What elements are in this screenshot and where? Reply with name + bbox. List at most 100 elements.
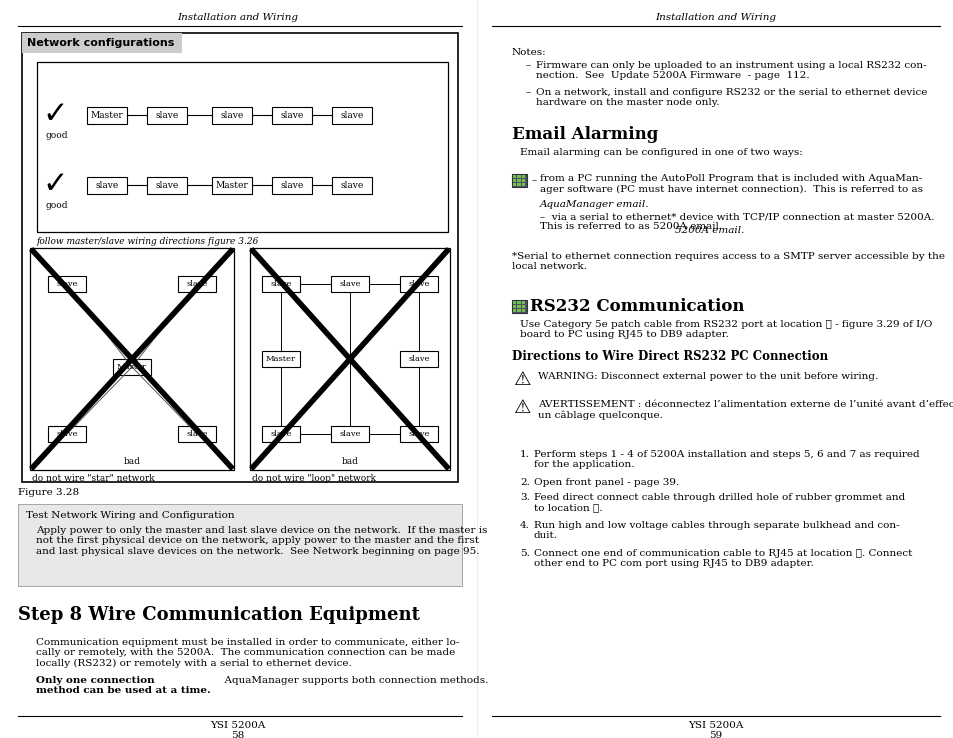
- Bar: [517, 175, 520, 178]
- Text: slave: slave: [186, 430, 208, 438]
- Text: AquaManager supports both connection methods.: AquaManager supports both connection met…: [218, 676, 488, 685]
- Text: slave: slave: [270, 280, 292, 288]
- Bar: [521, 308, 525, 311]
- Text: good: good: [46, 201, 69, 210]
- Text: AVERTISSEMENT : déconnectez l’alimentation externe de l’unité avant d’effectuer
: AVERTISSEMENT : déconnectez l’alimentati…: [537, 400, 953, 420]
- Text: *Serial to ethernet connection requires access to a SMTP server accessible by th: *Serial to ethernet connection requires …: [512, 252, 944, 272]
- Bar: [178, 426, 215, 442]
- Text: Email Alarming: Email Alarming: [512, 126, 658, 143]
- Bar: [18, 504, 461, 586]
- Bar: [178, 276, 215, 292]
- Bar: [250, 248, 450, 470]
- Text: Network configurations: Network configurations: [27, 38, 174, 48]
- Text: slave: slave: [339, 430, 360, 438]
- Text: Master: Master: [91, 111, 123, 120]
- Bar: [332, 176, 372, 193]
- Bar: [513, 175, 516, 178]
- Text: Email alarming can be configured in one of two ways:: Email alarming can be configured in one …: [519, 148, 801, 157]
- Text: 1.: 1.: [519, 450, 529, 459]
- Bar: [521, 305, 525, 308]
- Text: good: good: [46, 131, 69, 140]
- Text: Only one connection
method can be used at a time.: Only one connection method can be used a…: [36, 676, 211, 695]
- Bar: [87, 176, 127, 193]
- Bar: [517, 182, 520, 185]
- Text: slave: slave: [220, 111, 243, 120]
- Text: do not wire "loop" network: do not wire "loop" network: [252, 474, 375, 483]
- Bar: [513, 305, 516, 308]
- Text: Master: Master: [215, 181, 248, 190]
- Bar: [147, 176, 187, 193]
- Bar: [48, 426, 86, 442]
- Text: Directions to Wire Direct RS232 PC Connection: Directions to Wire Direct RS232 PC Conne…: [512, 350, 827, 363]
- Text: –: –: [532, 176, 537, 185]
- Text: slave: slave: [408, 280, 429, 288]
- Text: follow master/slave wiring directions figure 3.26: follow master/slave wiring directions fi…: [37, 237, 259, 246]
- Text: Step 8 Wire Communication Equipment: Step 8 Wire Communication Equipment: [18, 606, 419, 624]
- Text: slave: slave: [56, 430, 77, 438]
- Bar: [399, 426, 437, 442]
- Text: Apply power to only the master and last slave device on the network.  If the mas: Apply power to only the master and last …: [36, 526, 487, 556]
- Text: slave: slave: [280, 111, 303, 120]
- Bar: [517, 179, 520, 182]
- Bar: [22, 33, 457, 482]
- Text: ⚠: ⚠: [514, 370, 531, 389]
- Text: Connect one end of communication cable to RJ45 at location ①. Connect
other end : Connect one end of communication cable t…: [534, 549, 911, 568]
- Text: 59: 59: [709, 731, 721, 738]
- Text: Perform steps 1 - 4 of 5200A installation and steps 5, 6 and 7 as required
for t: Perform steps 1 - 4 of 5200A installatio…: [534, 450, 919, 469]
- Bar: [517, 308, 520, 311]
- Bar: [262, 426, 299, 442]
- Bar: [22, 33, 182, 53]
- Text: –  via a serial to ethernet* device with TCP/IP connection at master 5200A.
This: – via a serial to ethernet* device with …: [539, 212, 934, 232]
- Bar: [521, 182, 525, 185]
- Text: 5.: 5.: [519, 549, 529, 558]
- Text: 3.: 3.: [519, 493, 529, 502]
- Text: Communication equipment must be installed in order to communicate, either lo-
ca: Communication equipment must be installe…: [36, 638, 459, 668]
- Bar: [212, 176, 252, 193]
- Text: 58: 58: [232, 731, 244, 738]
- Text: YSI 5200A: YSI 5200A: [688, 722, 743, 731]
- Bar: [513, 301, 516, 304]
- Text: WARNING: Disconnect external power to the unit before wiring.: WARNING: Disconnect external power to th…: [537, 372, 878, 381]
- Bar: [513, 179, 516, 182]
- Text: slave: slave: [340, 181, 363, 190]
- Text: slave: slave: [408, 430, 429, 438]
- Bar: [517, 301, 520, 304]
- Bar: [513, 182, 516, 185]
- Text: 5200A email.: 5200A email.: [675, 226, 743, 235]
- Text: Installation and Wiring: Installation and Wiring: [655, 13, 776, 22]
- Text: slave: slave: [280, 181, 303, 190]
- Text: slave: slave: [408, 355, 429, 363]
- Text: 4.: 4.: [519, 521, 529, 530]
- Bar: [517, 305, 520, 308]
- Bar: [212, 106, 252, 123]
- Bar: [272, 106, 312, 123]
- Bar: [48, 276, 86, 292]
- Text: ✓: ✓: [42, 100, 68, 129]
- Bar: [147, 106, 187, 123]
- Text: Master: Master: [266, 355, 295, 363]
- Text: slave: slave: [155, 111, 178, 120]
- Bar: [512, 300, 526, 313]
- Bar: [512, 174, 526, 187]
- Text: –: –: [525, 88, 531, 97]
- Text: slave: slave: [95, 181, 118, 190]
- Text: Notes:: Notes:: [512, 48, 546, 57]
- Text: Figure 3.28: Figure 3.28: [18, 488, 79, 497]
- Bar: [262, 276, 299, 292]
- Bar: [521, 179, 525, 182]
- Bar: [112, 359, 151, 375]
- Text: ✓: ✓: [42, 170, 68, 199]
- Text: AquaManager email.: AquaManager email.: [539, 200, 649, 209]
- Text: slave: slave: [270, 430, 292, 438]
- Bar: [521, 301, 525, 304]
- Text: YSI 5200A: YSI 5200A: [210, 722, 265, 731]
- Text: Run high and low voltage cables through separate bulkhead and con-
duit.: Run high and low voltage cables through …: [534, 521, 899, 540]
- Text: ⚠: ⚠: [514, 398, 531, 417]
- Text: Firmware can only be uploaded to an instrument using a local RS232 con-
nection.: Firmware can only be uploaded to an inst…: [536, 61, 925, 80]
- Bar: [521, 175, 525, 178]
- Bar: [272, 176, 312, 193]
- Text: Feed direct connect cable through drilled hole of rubber grommet and
to location: Feed direct connect cable through drille…: [534, 493, 904, 512]
- Text: RS232 Communication: RS232 Communication: [530, 298, 743, 315]
- Bar: [37, 62, 448, 232]
- Bar: [262, 351, 299, 367]
